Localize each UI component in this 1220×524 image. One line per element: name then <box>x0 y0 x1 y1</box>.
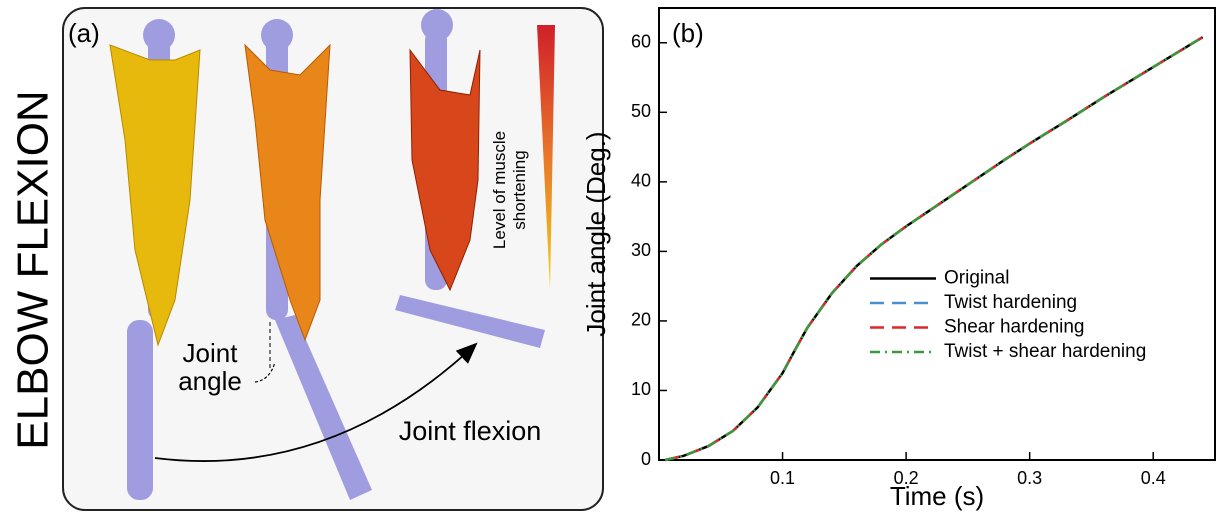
colorbar-label: shortening <box>510 150 529 229</box>
series-line <box>665 37 1202 460</box>
joint-flexion-label: Joint flexion <box>399 416 542 446</box>
legend-label: Twist + shear hardening <box>944 341 1146 362</box>
figure: ELBOW FLEXION (a) Level of muscle shorte… <box>0 0 1220 519</box>
panel-label: (b) <box>672 18 704 48</box>
joint-angle-label: angle <box>178 366 242 396</box>
colorbar-label: Level of muscle <box>490 131 509 249</box>
legend-label: Twist hardening <box>944 292 1077 313</box>
x-tick-label: 0.2 <box>894 468 919 488</box>
y-tick-label: 30 <box>631 240 651 260</box>
page: {"illustration": {"side_title": "ELBOW F… <box>0 0 1220 519</box>
legend-label: Original <box>944 268 1009 289</box>
plot-frame <box>659 8 1215 460</box>
series-line <box>665 37 1202 460</box>
series-line <box>665 37 1202 460</box>
joint-angle-label: Joint <box>183 338 239 368</box>
x-tick-label: 0.4 <box>1141 468 1166 488</box>
legend-label: Shear hardening <box>944 317 1085 338</box>
panel-label: (a) <box>68 18 100 48</box>
y-tick-label: 20 <box>631 310 651 330</box>
y-tick-label: 40 <box>631 171 651 191</box>
series-line <box>665 37 1202 460</box>
y-tick-label: 0 <box>641 449 651 469</box>
y-tick-label: 50 <box>631 101 651 121</box>
x-tick-label: 0.3 <box>1017 468 1042 488</box>
y-axis-label: Joint angle (Deg.) <box>581 131 611 336</box>
x-tick-label: 0.1 <box>770 468 795 488</box>
y-tick-label: 60 <box>631 32 651 52</box>
side-title: ELBOW FLEXION <box>9 90 58 449</box>
y-tick-label: 10 <box>631 379 651 399</box>
